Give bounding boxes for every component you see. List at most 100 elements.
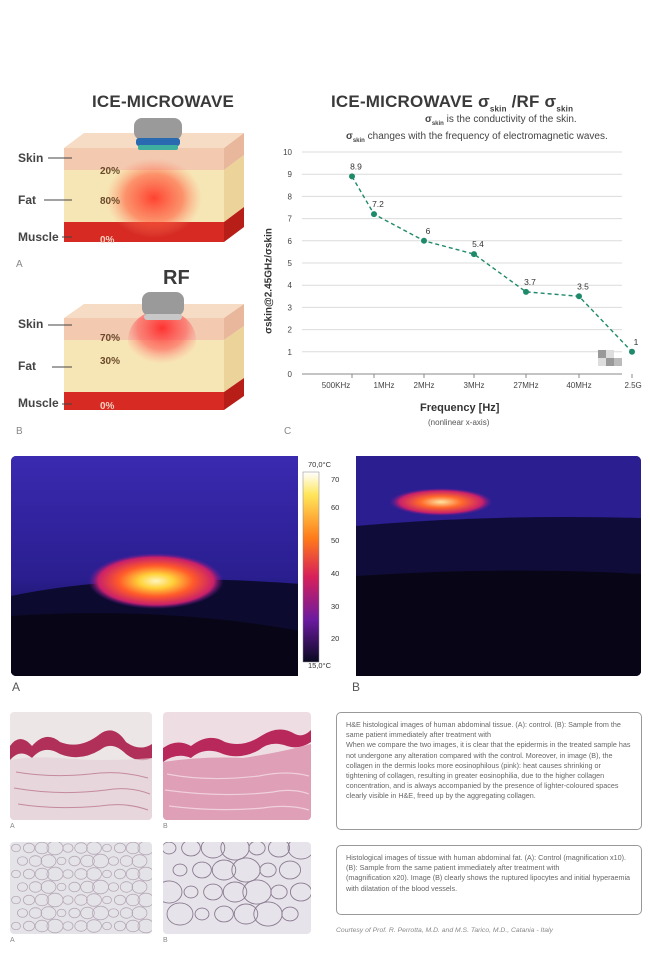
adipocyte-cell	[22, 920, 36, 932]
adipocyte-cell	[137, 892, 152, 908]
adipocyte-cell	[40, 880, 57, 894]
adipocyte-cell	[113, 920, 127, 932]
histology-caption-fat: Histological images of tissue with human…	[336, 845, 642, 915]
adipocyte-cell	[74, 894, 88, 906]
colorbar-tick-30: 30	[331, 602, 340, 611]
adipocyte-cell	[22, 868, 36, 880]
adipocyte-cell	[86, 867, 102, 881]
thermal-images	[11, 456, 641, 676]
adipocyte-cell	[194, 907, 210, 921]
panel-letter-c: C	[284, 426, 292, 437]
adipocyte-cell	[137, 866, 152, 882]
data-point-3	[471, 251, 477, 258]
adipocyte-cell	[56, 882, 67, 892]
adipocyte-cell	[86, 893, 102, 907]
adipocyte-cell	[125, 893, 141, 907]
adipocyte-cell	[34, 893, 50, 907]
xtick-label-3: 3MHz	[464, 381, 485, 390]
adipocyte-cell	[108, 856, 119, 866]
adipocyte-cell	[163, 880, 183, 904]
adipocyte-cell	[74, 868, 88, 880]
data-label-2: 6	[426, 226, 431, 236]
adipocyte-cell	[74, 842, 88, 854]
checker-swatch-2	[598, 358, 606, 366]
subtitle2-text: changes with the frequency of electromag…	[364, 131, 608, 142]
label-fat-a: Fat	[18, 193, 36, 207]
chart-ylabel-wrap: σskin@2.45GHz/σskin	[262, 226, 276, 336]
checker-swatch-1	[606, 350, 614, 358]
adipocyte-cell	[102, 895, 112, 905]
adipocyte-cell	[34, 867, 50, 881]
colorbar-tick-50: 50	[331, 536, 340, 545]
adipocyte-cell	[11, 921, 21, 931]
ytick-label-4: 4	[288, 281, 293, 290]
histology-skin-treated	[163, 712, 311, 820]
adipocyte-cell	[259, 862, 277, 878]
chart-title-mid: /RF	[506, 92, 545, 111]
adipocyte-cell	[137, 918, 152, 934]
adipocyte-cell	[68, 907, 81, 919]
data-point-1	[371, 211, 377, 218]
adipocyte-cell	[248, 842, 266, 856]
xtick-label-2: 2MHz	[414, 381, 435, 390]
adipocyte-cell	[40, 906, 57, 920]
adipocyte-cell	[56, 856, 67, 866]
histology-caption-skin: H&E histological images of human abdomin…	[336, 712, 642, 830]
subtitle2-sub: skin	[352, 138, 365, 144]
label-skin-b: Skin	[18, 317, 44, 331]
adipocyte-cell	[287, 842, 311, 860]
colorbar-tick-40: 40	[331, 569, 340, 578]
adipocyte-cell	[119, 881, 134, 893]
histology-fat-treated	[163, 842, 311, 934]
percent-skin-b: 70%	[100, 333, 121, 344]
chart-xlabel: Frequency [Hz]	[420, 402, 500, 414]
xtick-label-4: 27MHz	[513, 381, 538, 390]
adipocyte-cell	[214, 905, 234, 923]
adipocyte-cell	[222, 881, 248, 903]
histology-skin-control	[10, 712, 152, 820]
chart-title: ICE-MICROWAVE σskin /RF σskin	[331, 92, 573, 113]
adipocyte-cell	[11, 869, 21, 879]
thermal-image-graphic	[11, 456, 641, 676]
panel-letter-b-top: B	[16, 426, 23, 437]
chart-title-sigma-2: σ	[544, 92, 557, 111]
xtick-label-5: 40MHz	[566, 381, 591, 390]
adipocyte-cell	[131, 906, 148, 920]
label-muscle-b: Muscle	[18, 396, 59, 410]
adipocyte-cell	[102, 921, 112, 931]
colorbar-top-label: 70,0°C	[308, 460, 332, 469]
percent-muscle-b: 0%	[100, 401, 115, 412]
ytick-label-1: 1	[288, 348, 293, 357]
adipocyte-cell	[131, 880, 148, 894]
colorbar-tick-20: 20	[331, 634, 340, 643]
checker-swatch-4	[614, 358, 622, 366]
adipocyte-cell	[200, 842, 226, 859]
adipocyte-cell	[163, 842, 177, 855]
adipocyte-cell	[86, 842, 102, 855]
adipocyte-cell	[80, 854, 95, 868]
adipocyte-cell	[17, 856, 28, 866]
adipocyte-cell	[68, 881, 81, 893]
adipocyte-cell	[125, 919, 141, 933]
data-label-3: 5.4	[472, 239, 484, 249]
adipocyte-cell	[28, 881, 43, 893]
histology-fat-control-image	[10, 842, 152, 934]
thermal-letter-b: B	[352, 680, 361, 694]
adipocyte-cell	[113, 894, 127, 906]
adipocyte-cell	[181, 842, 201, 857]
data-label-1: 7.2	[372, 199, 384, 209]
ice-microwave-title: ICE-MICROWAVE	[92, 92, 235, 111]
data-point-2	[421, 237, 427, 244]
checker-swatch-3	[606, 358, 614, 366]
tissue-diagram-b	[14, 292, 254, 422]
adipocyte-cell	[113, 868, 127, 880]
frequency-conductivity-chart: 0 1 2 3 4 5 6 7 8 9 10 500KHz 1MHz 2MHz 3MHz 27MHz 40MHz…	[283, 148, 642, 390]
percent-skin-a: 20%	[100, 166, 121, 177]
histology-skin-treated-image	[163, 712, 311, 820]
ytick-label-10: 10	[283, 148, 292, 157]
chart-title-main: ICE-MICROWAVE	[331, 92, 474, 111]
adipocyte-cell	[119, 855, 134, 867]
colorbar-tick-60: 60	[331, 503, 340, 512]
adipocyte-cell	[281, 906, 299, 922]
adipocyte-cell	[131, 854, 148, 868]
